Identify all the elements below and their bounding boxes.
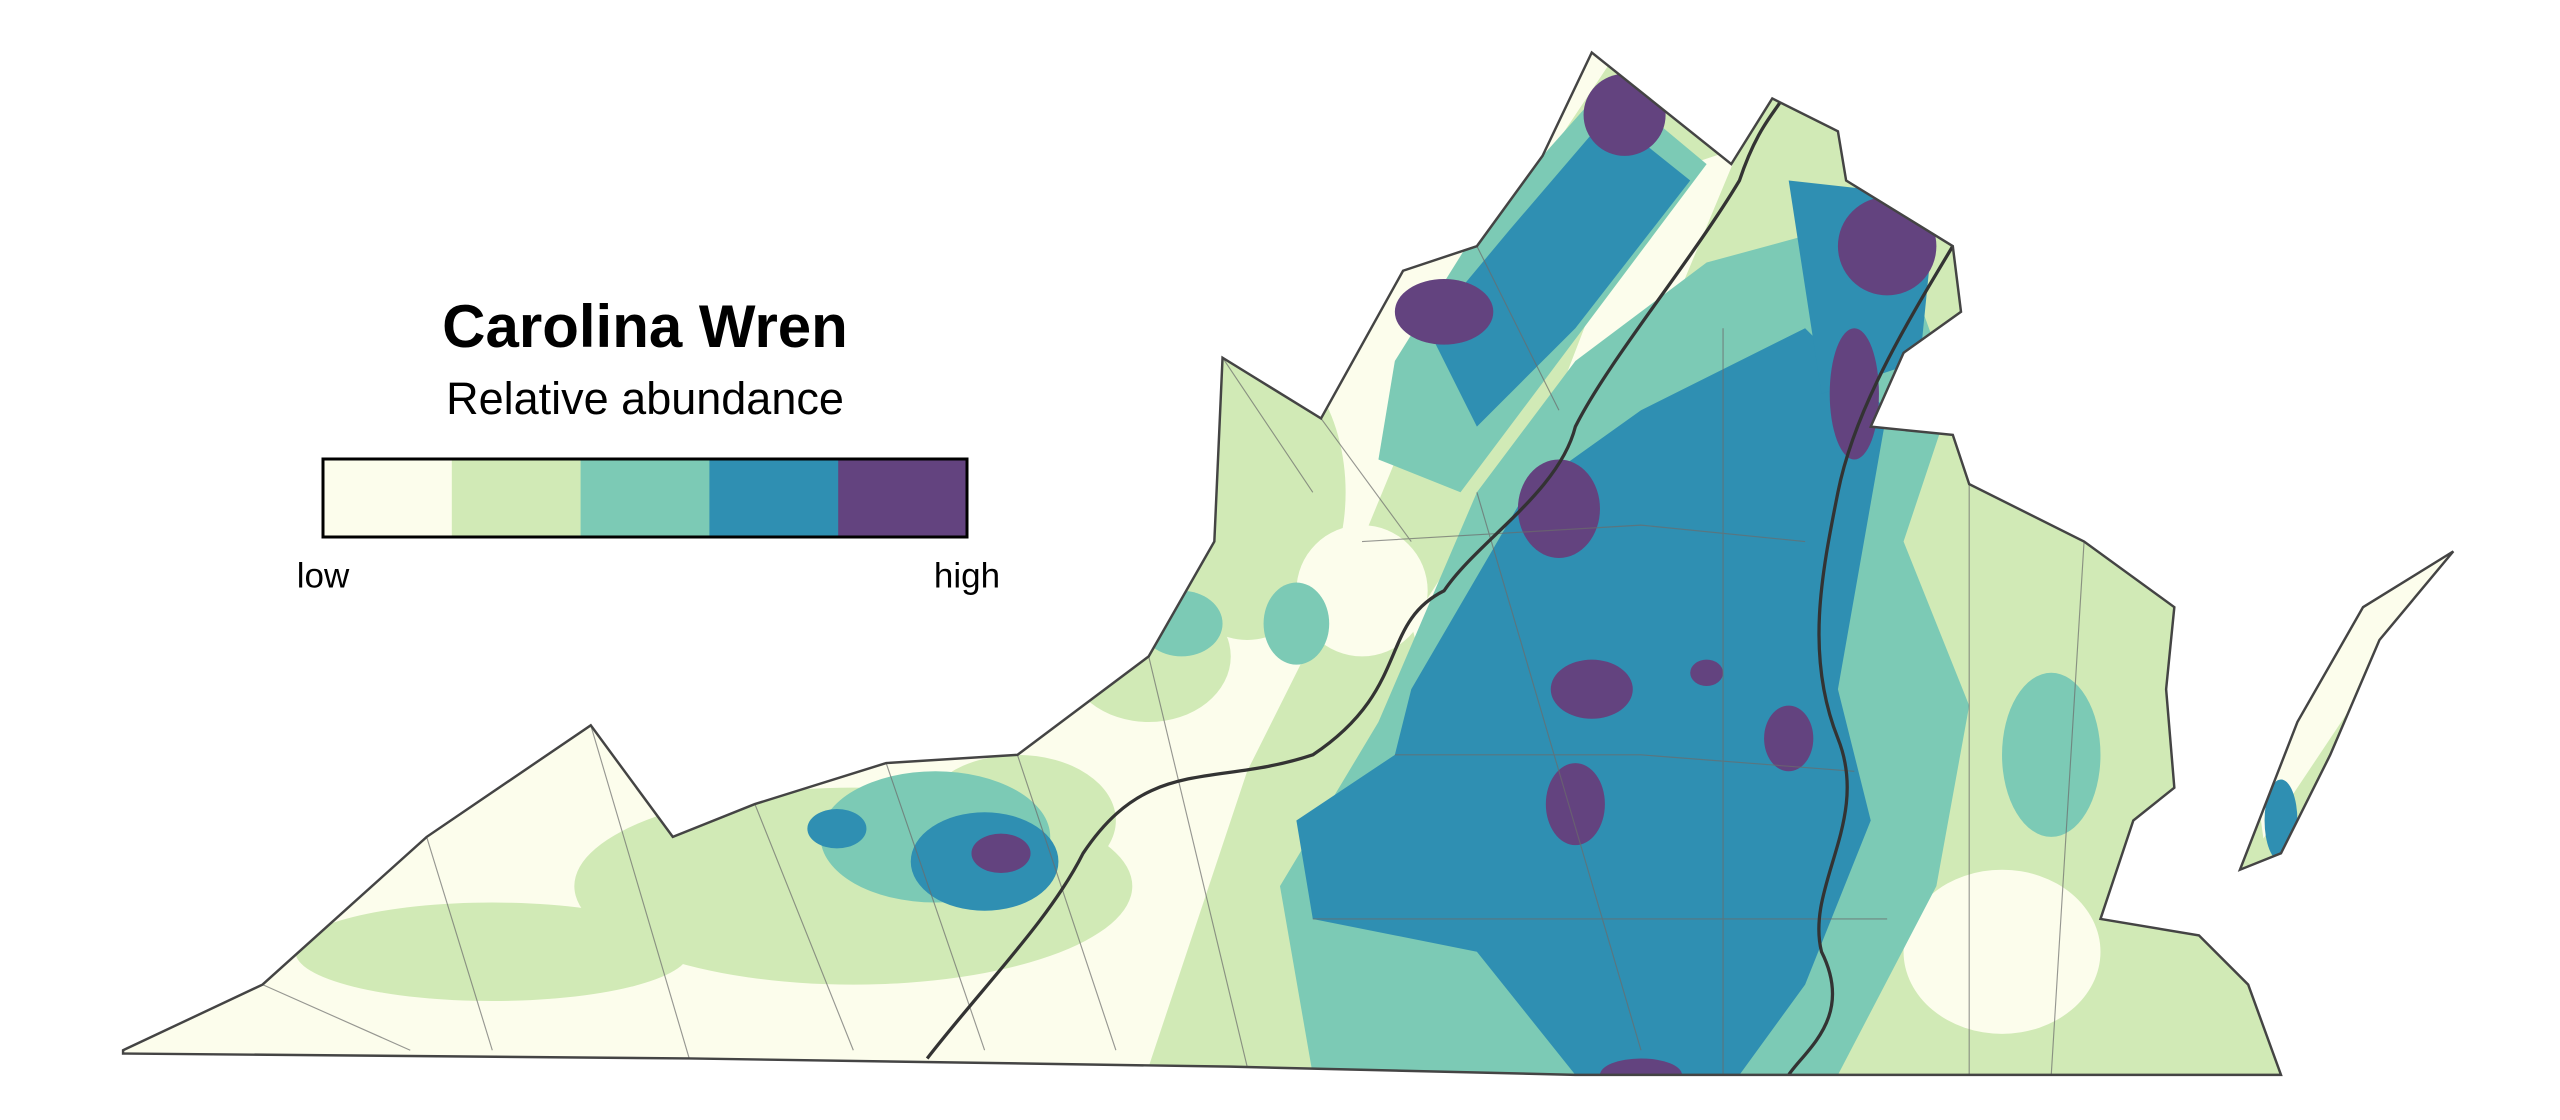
map-subtitle: Relative abundance [446, 373, 844, 424]
legend [323, 459, 968, 537]
legend-swatch [838, 459, 968, 537]
legend-swatch [451, 459, 582, 537]
legend-swatch [323, 459, 453, 537]
map-title: Carolina Wren [442, 293, 848, 360]
legend-high-label: high [934, 556, 1000, 595]
legend-swatch [709, 459, 839, 537]
legend-frame [321, 457, 969, 539]
legend-low-label: low [297, 556, 350, 595]
legend-swatch [580, 459, 710, 537]
